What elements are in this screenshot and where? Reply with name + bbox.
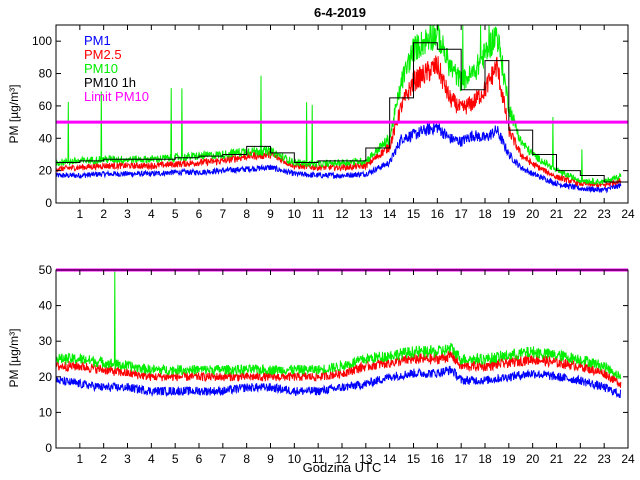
top-xtick-label: 13 xyxy=(359,207,373,221)
top-chart: 1 2 3 4 5 6 7 8 9 10 11 12 13 14 15 16 17 18 19 20 21 22 23 240… xyxy=(7,23,635,221)
bottom-xtick-label: 6 xyxy=(196,452,203,466)
bottom-xtick-label: 18 xyxy=(478,452,492,466)
bottom-xtick-label: 1 xyxy=(76,452,83,466)
bottom-ytick-label: 20 xyxy=(39,370,53,384)
bottom-ytick-label: 0 xyxy=(45,441,52,455)
bottom-xtick-label: 4 xyxy=(148,452,155,466)
top-series-pm10 xyxy=(55,23,622,185)
bottom-xtick-label: 11 xyxy=(312,452,325,466)
bottom-series-pm1 xyxy=(55,365,622,399)
bottom-xtick-label: 2 xyxy=(100,452,107,466)
bottom-ylabel: PM [µg/m³] xyxy=(7,329,21,388)
legend-entry-limit-pm10: Limit PM10 xyxy=(84,89,149,104)
top-series-pm10-1h xyxy=(56,42,628,183)
bottom-ytick-label: 50 xyxy=(39,263,53,277)
top-xtick-label: 21 xyxy=(550,207,564,221)
bottom-xtick-label: 24 xyxy=(621,452,635,466)
top-xtick-label: 12 xyxy=(335,207,349,221)
top-xtick-label: 4 xyxy=(148,207,155,221)
bottom-xtick-label: 22 xyxy=(574,452,588,466)
bottom-xtick-label: 15 xyxy=(407,452,421,466)
top-ytick-label: 0 xyxy=(45,196,52,210)
top-ytick-label: 80 xyxy=(39,67,53,81)
top-xtick-label: 3 xyxy=(124,207,131,221)
top-xtick-label: 16 xyxy=(431,207,445,221)
top-xtick-label: 7 xyxy=(219,207,226,221)
bottom-xtick-label: 12 xyxy=(335,452,349,466)
bottom-series-pm10 xyxy=(55,269,622,379)
top-series-pm2-5 xyxy=(55,55,622,189)
legend-entry-pm10-1h: PM10 1h xyxy=(84,75,136,90)
bottom-plot-area xyxy=(56,270,628,448)
legend-entry-pm25: PM2.5 xyxy=(84,47,122,62)
top-xtick-label: 10 xyxy=(288,207,302,221)
bottom-xtick-label: 9 xyxy=(267,452,274,466)
top-xtick-label: 9 xyxy=(267,207,274,221)
top-series-pm1 xyxy=(55,121,622,194)
top-ytick-label: 60 xyxy=(39,99,53,113)
bottom-xlabel: Godzina UTC xyxy=(303,460,382,475)
bottom-xtick-label: 19 xyxy=(502,452,516,466)
top-ylabel: PM [µg/m³] xyxy=(7,85,21,144)
top-xtick-label: 11 xyxy=(312,207,325,221)
bottom-xtick-label: 23 xyxy=(597,452,611,466)
bottom-xtick-label: 5 xyxy=(172,452,179,466)
top-xtick-label: 8 xyxy=(243,207,250,221)
bottom-xtick-label: 17 xyxy=(454,452,468,466)
bottom-xtick-label: 10 xyxy=(288,452,302,466)
legend: PM1 PM2.5 PM10 PM10 1h Limit PM10 xyxy=(84,33,149,104)
bottom-xtick-label: 13 xyxy=(359,452,373,466)
bottom-xtick-label: 14 xyxy=(383,452,397,466)
chart-title: 6-4-2019 xyxy=(314,5,366,20)
bottom-chart: 1 2 3 4 5 6 7 8 9 10 11 12 13 14 15 16 17 18 19 20 21 22 23 240… xyxy=(7,263,635,475)
top-ytick-label: 40 xyxy=(39,131,53,145)
top-xtick-label: 19 xyxy=(502,207,516,221)
bottom-xtick-label: 3 xyxy=(124,452,131,466)
top-xtick-label: 15 xyxy=(407,207,421,221)
legend-entry-pm1: PM1 xyxy=(84,33,111,48)
bottom-ytick-label: 30 xyxy=(39,334,53,348)
top-xtick-label: 23 xyxy=(597,207,611,221)
bottom-xtick-label: 21 xyxy=(550,452,564,466)
top-xtick-label: 6 xyxy=(196,207,203,221)
top-xtick-label: 14 xyxy=(383,207,397,221)
top-xtick-label: 17 xyxy=(454,207,468,221)
bottom-xtick-label: 16 xyxy=(431,452,445,466)
bottom-ytick-label: 40 xyxy=(39,299,53,313)
top-xtick-label: 20 xyxy=(526,207,540,221)
bottom-xtick-label: 8 xyxy=(243,452,250,466)
bottom-xtick-label: 7 xyxy=(219,452,226,466)
top-xtick-label: 1 xyxy=(76,207,83,221)
top-xtick-label: 22 xyxy=(574,207,588,221)
top-axes: 1 2 3 4 5 6 7 8 9 10 11 12 13 14 15 16 17 18 19 20 21 22 23 240… xyxy=(32,24,635,221)
top-xtick-label: 5 xyxy=(172,207,179,221)
top-xtick-label: 2 xyxy=(100,207,107,221)
top-xtick-label: 18 xyxy=(478,207,492,221)
bottom-ytick-label: 10 xyxy=(39,405,53,419)
bottom-axes: 1 2 3 4 5 6 7 8 9 10 11 12 13 14 15 16 17 18 19 20 21 22 23 240… xyxy=(39,263,635,466)
top-ytick-label: 20 xyxy=(39,164,53,178)
top-series-group xyxy=(55,23,628,194)
top-ytick-label: 100 xyxy=(32,34,52,48)
legend-entry-pm10: PM10 xyxy=(84,61,118,76)
bottom-xtick-label: 20 xyxy=(526,452,540,466)
top-xtick-label: 24 xyxy=(621,207,635,221)
